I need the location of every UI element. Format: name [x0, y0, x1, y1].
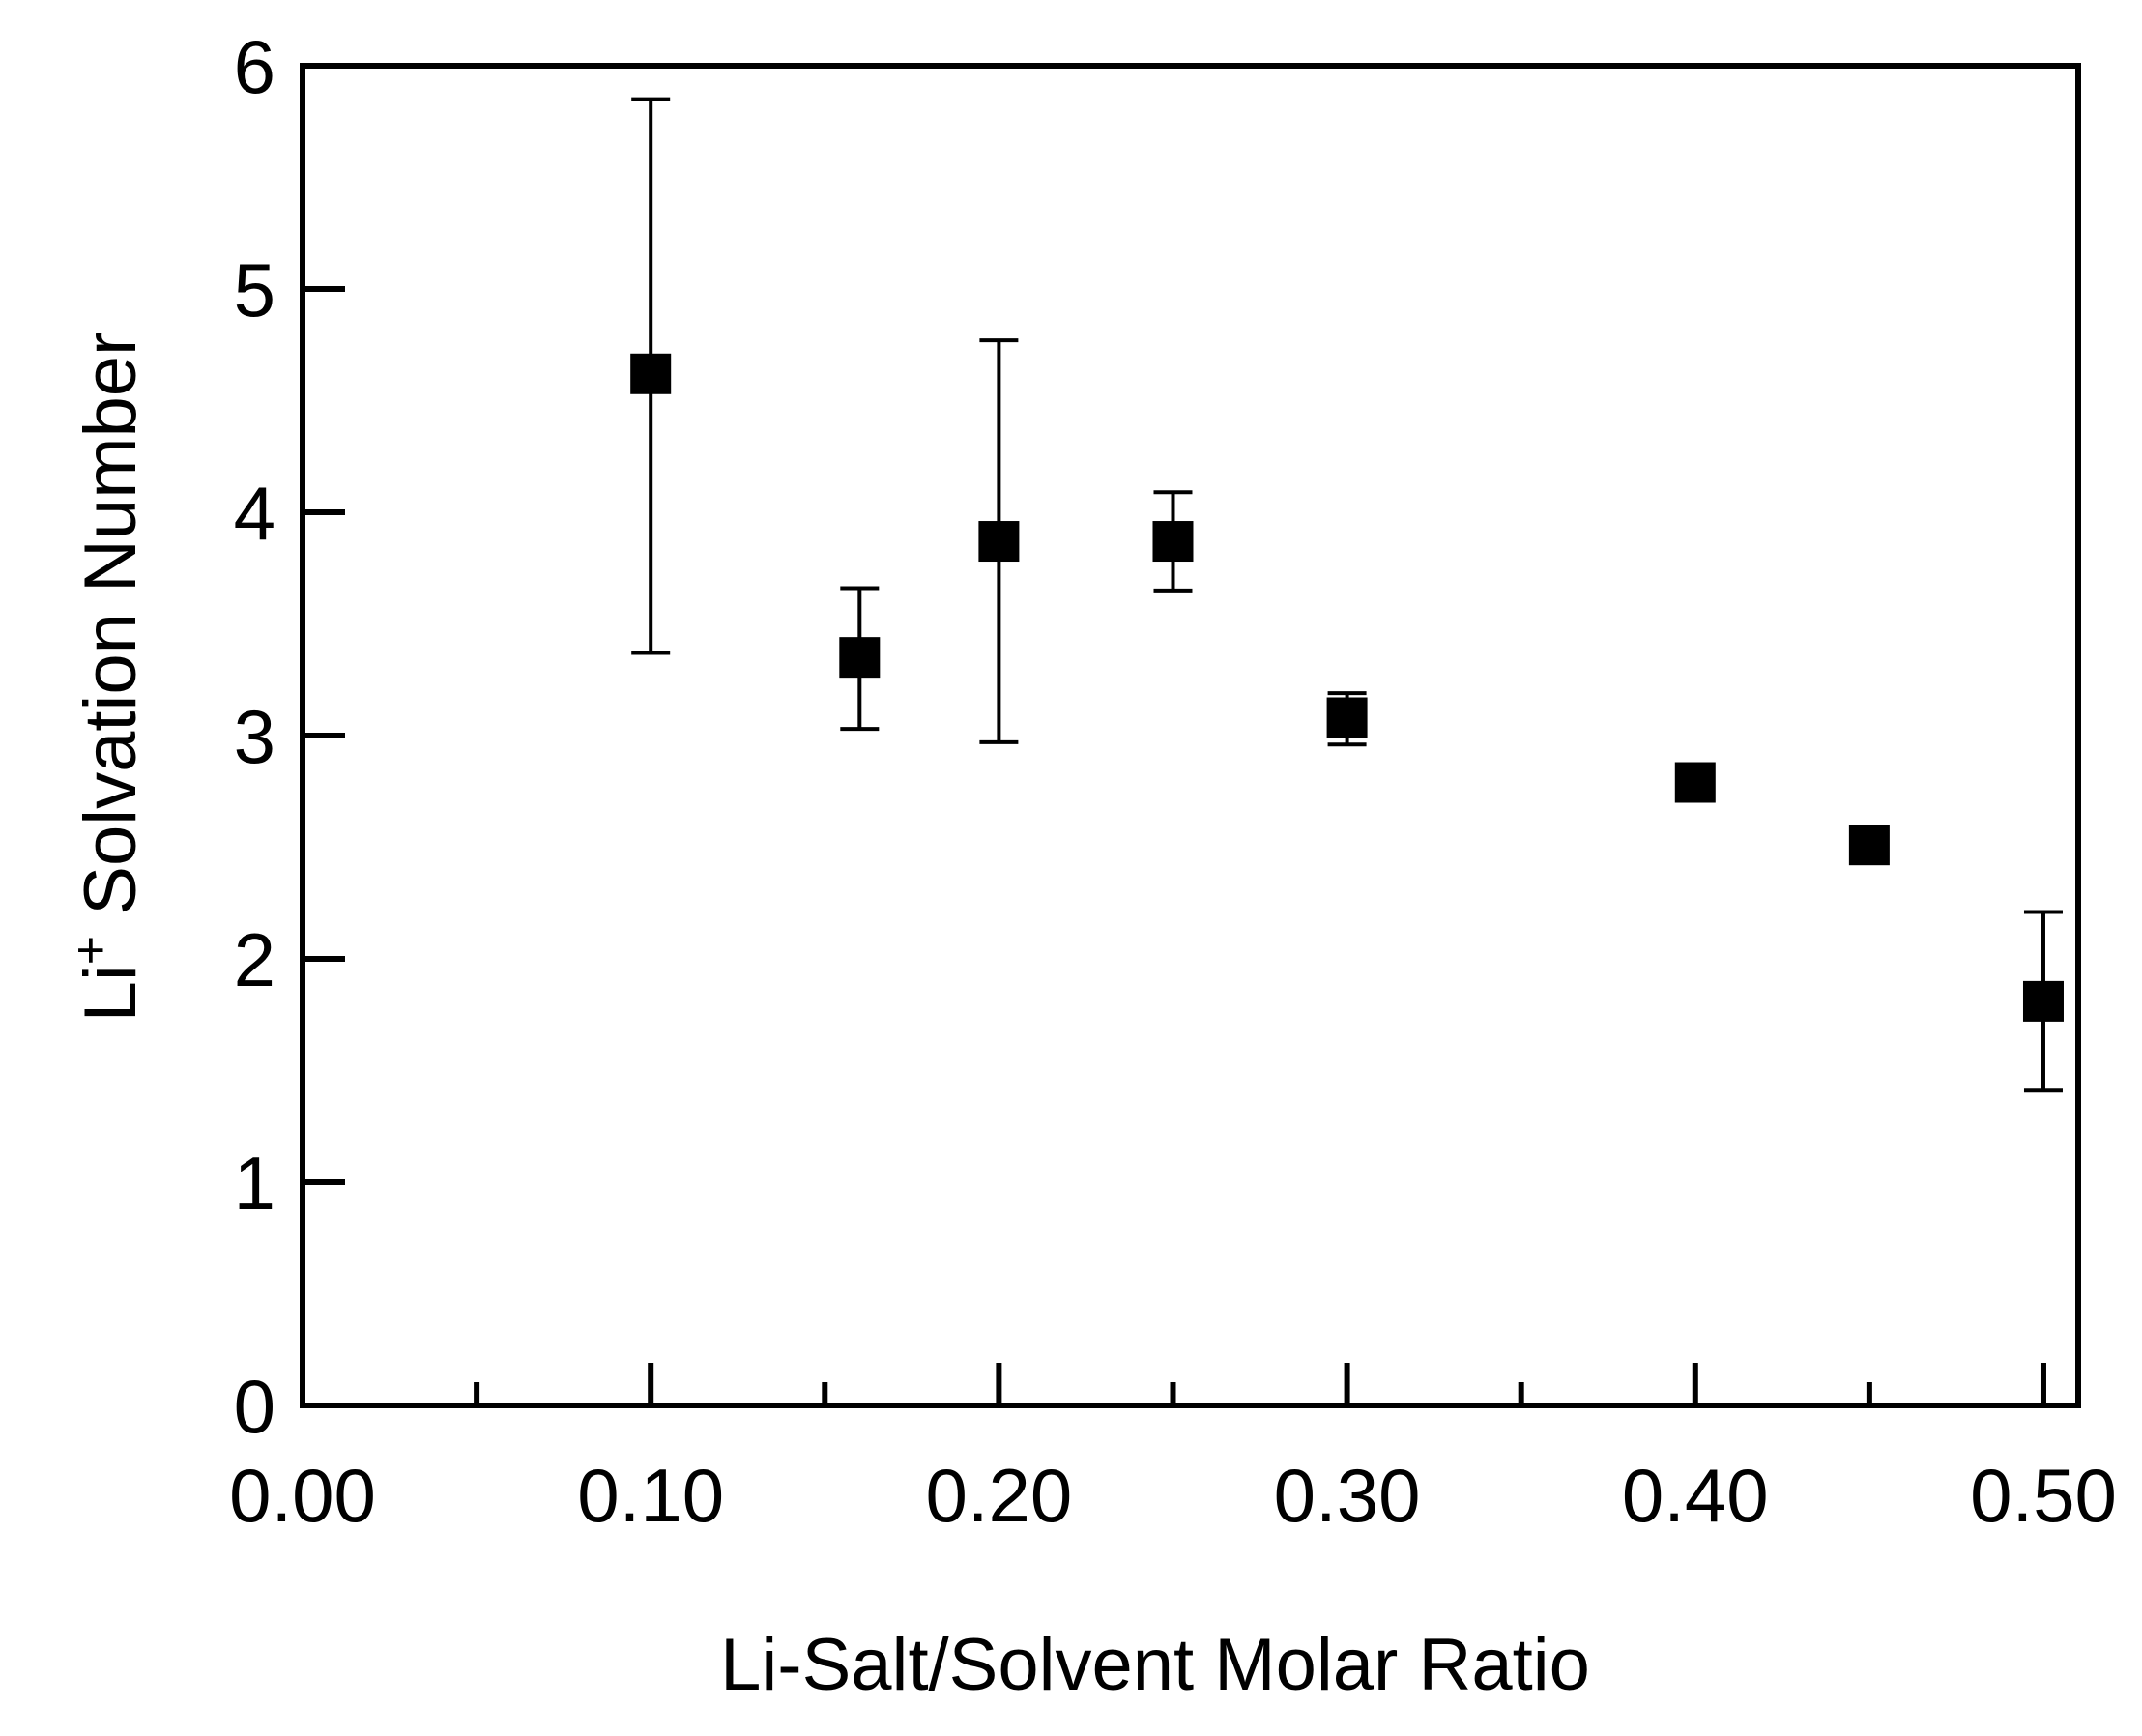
y-tick-label: 5 — [234, 247, 275, 333]
error-bars — [631, 97, 2063, 1093]
x-axis: 0.00 0.10 0.20 0.30 0.40 0.50 — [229, 1363, 2117, 1538]
x-tick-label: 0.00 — [229, 1453, 376, 1538]
y-tick-label: 4 — [234, 471, 275, 556]
data-point — [630, 353, 672, 394]
x-tick-label: 0.30 — [1274, 1453, 1421, 1538]
x-tick-label: 0.40 — [1622, 1453, 1769, 1538]
plot-border — [300, 63, 2081, 1408]
y-axis: 0 1 2 3 4 5 6 — [234, 24, 345, 1449]
data-point — [1848, 825, 1890, 866]
y-axis-title-base: Li — [70, 965, 152, 1022]
data-point — [2022, 980, 2064, 1022]
y-tick-label: 3 — [234, 694, 275, 779]
data-markers — [630, 353, 2064, 1022]
data-point — [1674, 762, 1716, 803]
plot-area — [300, 63, 2081, 1408]
x-axis-title: Li-Salt/Solvent Molar Ratio — [720, 1624, 1590, 1706]
x-tick-label: 0.50 — [1970, 1453, 2117, 1538]
y-axis-title: Li+ Solvation Number — [63, 332, 152, 1023]
data-point — [839, 637, 881, 679]
data-point — [1326, 697, 1368, 738]
data-point — [978, 521, 1020, 563]
y-tick-label: 0 — [234, 1364, 275, 1449]
y-tick-label: 2 — [234, 917, 275, 1002]
y-tick-label: 6 — [234, 24, 275, 109]
y-axis-title-rest: Solvation Number — [70, 332, 152, 936]
y-axis-title-superscript: + — [63, 936, 119, 965]
data-point — [1152, 521, 1194, 563]
x-tick-label: 0.10 — [577, 1453, 724, 1538]
x-tick-label: 0.20 — [925, 1453, 1072, 1538]
y-tick-label: 1 — [234, 1141, 275, 1226]
